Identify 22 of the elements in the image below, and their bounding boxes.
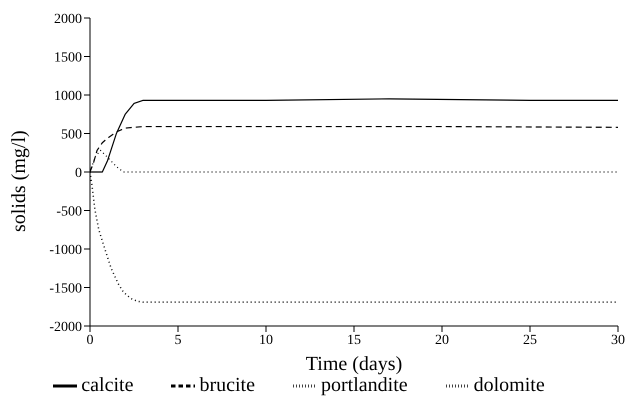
y-tick-label: 1000 xyxy=(54,88,82,104)
y-tick-label: 2000 xyxy=(54,12,82,27)
legend-label: dolomite xyxy=(474,374,545,396)
y-tick-label: -2000 xyxy=(49,320,82,335)
x-tick-label: 25 xyxy=(523,332,537,348)
y-tick-label: 500 xyxy=(61,127,82,142)
y-tick-label: -500 xyxy=(56,204,82,220)
x-tick-label: 15 xyxy=(347,332,361,348)
x-tick-label: 20 xyxy=(435,332,449,348)
y-tick-label: 0 xyxy=(75,166,82,181)
y-tick-label: -1000 xyxy=(49,242,82,258)
x-axis-title: Time (days) xyxy=(306,353,402,375)
y-tick-label: 1500 xyxy=(54,50,82,66)
y-tick-label: -1500 xyxy=(49,281,82,296)
legend-label: portlandite xyxy=(320,374,408,396)
legend-label: calcite xyxy=(81,374,134,396)
x-tick-label: 5 xyxy=(174,332,182,348)
x-tick-label: 30 xyxy=(611,332,625,348)
y-axis-title: solids (mg/l) xyxy=(8,130,30,232)
x-tick-label: 0 xyxy=(86,332,94,348)
legend-label: brucite xyxy=(199,374,255,396)
x-tick-label: 10 xyxy=(259,332,273,348)
